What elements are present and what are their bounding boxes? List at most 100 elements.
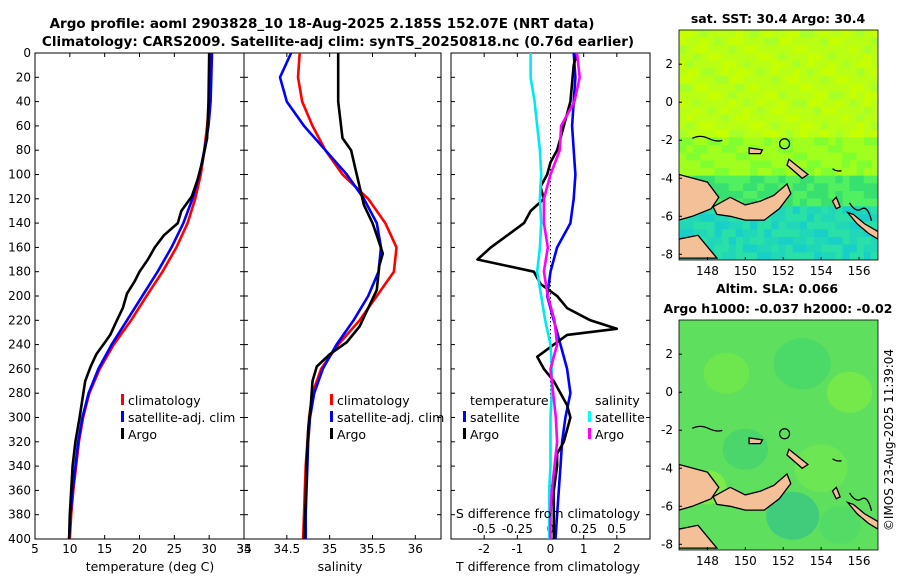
- sst-cell: [792, 237, 801, 246]
- sst-cell: [814, 91, 822, 100]
- sst-cell: [679, 122, 687, 131]
- sst-cell: [742, 99, 751, 108]
- map-sst-frame: [678, 29, 879, 261]
- sst-cell: [814, 114, 822, 123]
- sst-cell: [842, 129, 851, 138]
- sst-cell: [842, 45, 851, 54]
- sst-cell: [714, 76, 723, 85]
- sst-cell: [771, 145, 779, 154]
- temperature-series-satellite-adj-clim: [67, 52, 214, 540]
- sst-cell: [835, 45, 843, 54]
- sst-cell: [806, 168, 815, 177]
- sst-cell: [679, 30, 687, 39]
- sst-cell: [835, 168, 843, 177]
- sst-cell: [679, 53, 687, 62]
- sst-cell: [799, 160, 808, 169]
- sst-cell: [728, 191, 737, 200]
- sst-cell: [785, 45, 794, 54]
- sst-cell: [821, 68, 829, 77]
- sst-cell: [764, 145, 772, 154]
- legend-label-satellite: satellite-adj. clim: [128, 410, 235, 425]
- sst-cell: [799, 30, 808, 39]
- sst-cell: [856, 37, 865, 46]
- sst-cell: [778, 137, 787, 146]
- sst-cell: [679, 129, 687, 138]
- lon-tick-label: 150: [734, 554, 757, 568]
- sst-cell: [707, 60, 716, 69]
- sst-cell: [785, 37, 794, 46]
- sst-cell: [799, 45, 808, 54]
- sst-cell: [799, 206, 808, 215]
- sst-cell: [700, 175, 708, 184]
- sst-cell: [771, 30, 779, 39]
- sst-cell: [806, 76, 815, 85]
- sst-cell: [707, 145, 716, 154]
- sst-cell: [686, 114, 694, 123]
- sst-cell: [771, 137, 779, 146]
- lon-tick-label: 156: [848, 264, 871, 278]
- sst-cell: [742, 30, 751, 39]
- sst-cell: [764, 168, 772, 177]
- sst-cell: [863, 122, 872, 131]
- sst-cell: [750, 76, 758, 85]
- sst-cell: [721, 83, 730, 92]
- sst-cell: [735, 252, 744, 260]
- sst-cell: [750, 191, 758, 200]
- sst-cell: [806, 45, 815, 54]
- sst-cell: [707, 229, 716, 238]
- sst-cell: [679, 83, 687, 92]
- sst-cell: [863, 129, 872, 138]
- lat-tick-label: -8: [661, 247, 673, 261]
- coastline: [849, 492, 873, 512]
- sst-cell: [742, 198, 751, 207]
- sst-cell: [742, 175, 751, 184]
- lat-tick-label: -4: [661, 461, 673, 475]
- sst-cell: [735, 137, 744, 146]
- sst-cell: [814, 145, 822, 154]
- sst-cell: [799, 152, 808, 161]
- sst-cell: [821, 198, 829, 207]
- sst-cell: [870, 160, 878, 169]
- sst-cell: [735, 37, 744, 46]
- sst-cell: [757, 252, 765, 260]
- sst-map-title: sat. SST: 30.4 Argo: 30.4: [691, 11, 866, 26]
- legend-swatch-s-satellite: [588, 411, 591, 422]
- sst-cell: [700, 99, 708, 108]
- sst-cell: [686, 221, 694, 230]
- legend-label-climatology: climatology: [337, 393, 410, 408]
- sst-cell: [821, 191, 829, 200]
- sst-cell: [835, 160, 843, 169]
- sst-cell: [856, 91, 865, 100]
- lat-tick-label: 2: [665, 57, 673, 71]
- sst-cell: [721, 183, 730, 192]
- sst-cell: [707, 129, 716, 138]
- y-tick-label: 400: [8, 532, 31, 546]
- sst-cell: [750, 221, 758, 230]
- sst-cell: [863, 191, 872, 200]
- sst-cell: [856, 68, 865, 77]
- sst-cell: [856, 168, 865, 177]
- sst-cell: [828, 191, 836, 200]
- sst-cell: [821, 206, 829, 215]
- sst-cell: [814, 76, 822, 85]
- sst-cell: [735, 53, 744, 62]
- sst-cell: [721, 68, 730, 77]
- sst-cell: [771, 68, 779, 77]
- sst-cell: [714, 191, 723, 200]
- salinity-xlabel: salinity: [318, 559, 363, 574]
- sst-cell: [828, 37, 836, 46]
- sst-cell: [735, 99, 744, 108]
- sst-cell: [700, 229, 708, 238]
- sst-cell: [742, 229, 751, 238]
- sst-cell: [856, 45, 865, 54]
- sst-cell: [821, 106, 829, 115]
- sst-cell: [764, 60, 772, 69]
- sst-cell: [821, 168, 829, 177]
- sst-cell: [778, 237, 787, 246]
- sst-cell: [686, 91, 694, 100]
- sst-cell: [863, 168, 872, 177]
- sst-cell: [728, 237, 737, 246]
- sst-cell: [835, 30, 843, 39]
- sst-cell: [792, 122, 801, 131]
- sst-cell: [842, 229, 851, 238]
